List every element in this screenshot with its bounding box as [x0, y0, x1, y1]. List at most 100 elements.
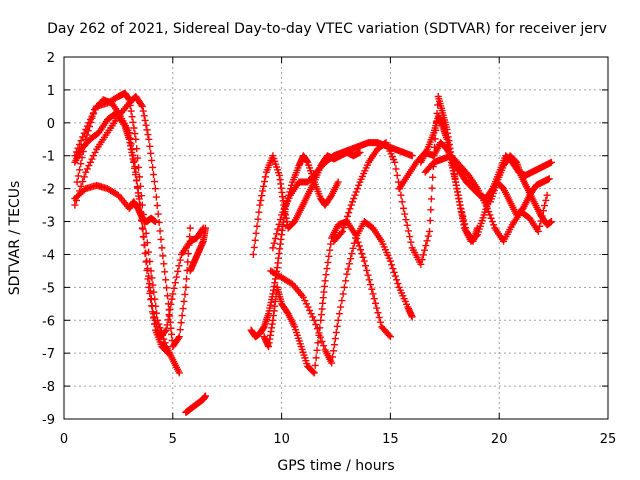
data-point: [174, 267, 182, 275]
data-point: [164, 292, 172, 300]
data-point: [324, 258, 332, 266]
data-point: [149, 163, 157, 171]
data-point: [250, 243, 258, 251]
data-point: [338, 297, 346, 305]
data-point: [132, 168, 140, 176]
data-point: [182, 283, 190, 291]
data-point: [150, 314, 158, 322]
data-point: [142, 121, 150, 129]
data-point: [355, 242, 363, 250]
data-point: [135, 163, 143, 171]
data-point: [392, 165, 400, 173]
data-point: [307, 310, 315, 318]
data-point: [147, 296, 155, 304]
data-point: [201, 392, 209, 400]
data-point: [133, 176, 141, 184]
data-point: [71, 201, 79, 209]
data-point: [431, 135, 439, 143]
series-sat-e: [73, 96, 172, 357]
data-point: [309, 368, 317, 376]
data-point: [320, 342, 328, 350]
data-point: [178, 312, 186, 320]
data-point: [357, 246, 365, 254]
data-point: [350, 239, 358, 247]
data-point: [347, 255, 355, 263]
data-point: [547, 158, 555, 166]
y-tick-label: -5: [42, 281, 55, 296]
data-point: [160, 260, 168, 268]
data-point: [313, 346, 321, 354]
data-point: [328, 359, 336, 367]
data-point: [128, 113, 136, 121]
x-tick-label: 10: [273, 432, 290, 447]
data-point: [344, 212, 352, 220]
data-point: [84, 127, 92, 135]
data-point: [398, 198, 406, 206]
data-point: [260, 182, 268, 190]
data-point: [399, 204, 407, 212]
data-point: [168, 330, 176, 338]
data-point: [487, 214, 495, 222]
data-point: [163, 284, 171, 292]
data-point: [134, 184, 142, 192]
data-point: [176, 326, 184, 334]
data-point: [350, 195, 358, 203]
data-point: [542, 196, 550, 204]
series-sat-d: [71, 109, 207, 341]
data-point: [157, 235, 165, 243]
data-point: [403, 221, 411, 229]
data-point: [371, 299, 379, 307]
data-point: [335, 310, 343, 318]
data-point: [301, 297, 309, 305]
data-point: [269, 244, 277, 252]
data-point: [386, 257, 394, 265]
data-point: [253, 222, 261, 230]
data-point: [541, 202, 549, 210]
data-point: [534, 227, 542, 235]
data-point: [483, 204, 491, 212]
data-point: [390, 268, 398, 276]
data-point: [330, 347, 338, 355]
data-point: [486, 211, 494, 219]
data-point: [177, 319, 185, 327]
data-point: [545, 175, 553, 183]
data-point: [345, 260, 353, 268]
data-point: [429, 173, 437, 181]
data-point: [408, 313, 416, 321]
series-sat-l: [267, 218, 416, 367]
data-point: [364, 271, 372, 279]
data-point: [153, 202, 161, 210]
data-point: [375, 313, 383, 321]
data-point: [273, 230, 281, 238]
chart-title: Day 262 of 2021, Sidereal Day-to-day VTE…: [47, 21, 607, 37]
data-point: [257, 196, 265, 204]
data-point: [404, 227, 412, 235]
data-point: [358, 250, 366, 258]
y-tick-label: -9: [42, 413, 55, 428]
data-point: [150, 178, 158, 186]
data-point: [141, 116, 149, 124]
data-point: [547, 218, 555, 226]
data-point: [79, 147, 87, 155]
data-point: [82, 135, 90, 143]
data-point: [155, 218, 163, 226]
data-point: [83, 165, 91, 173]
data-point: [184, 250, 192, 258]
x-tick-label: 25: [600, 432, 617, 447]
y-tick-label: -3: [42, 216, 55, 231]
data-point: [148, 302, 156, 310]
data-point: [175, 369, 183, 377]
data-point: [161, 268, 169, 276]
data-point: [323, 265, 331, 273]
data-point: [306, 306, 314, 314]
data-point: [340, 224, 348, 232]
data-point: [329, 353, 337, 361]
data-point: [169, 290, 177, 298]
data-point: [130, 124, 138, 132]
data-point: [129, 151, 137, 159]
data-point: [147, 149, 155, 157]
series-sat-k: [269, 139, 416, 252]
data-point: [304, 303, 312, 311]
